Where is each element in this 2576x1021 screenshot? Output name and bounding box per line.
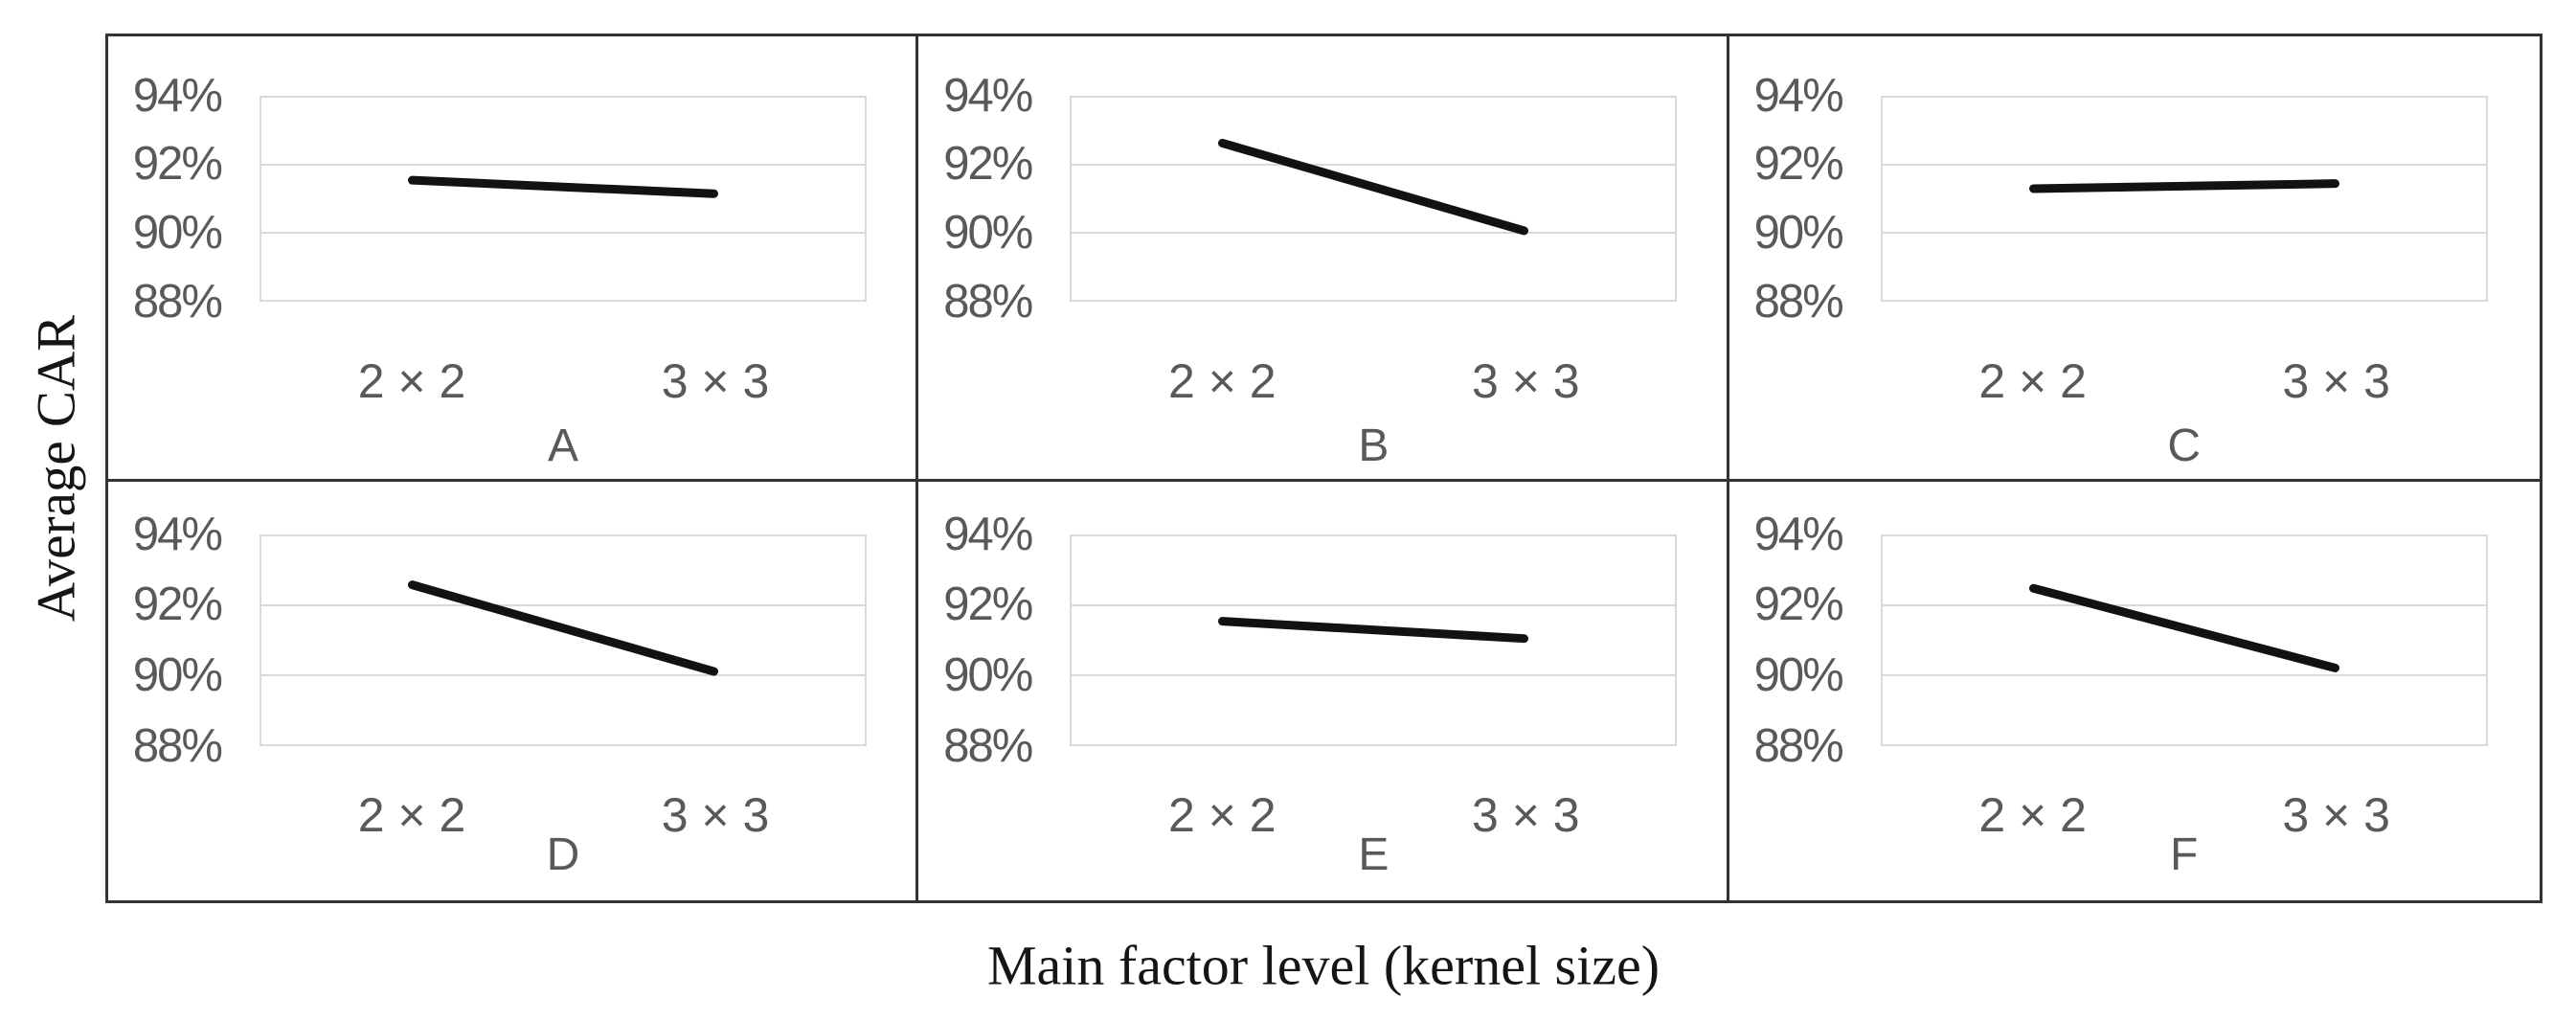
y-tick-92: 92% <box>132 579 223 630</box>
plot-area <box>260 534 867 746</box>
y-tick-90: 90% <box>943 207 1033 259</box>
gridline-92 <box>261 604 865 607</box>
y-tick-90: 90% <box>132 207 223 259</box>
gridline-90 <box>1072 231 1676 234</box>
gridline-90 <box>261 231 865 234</box>
x-tick-2x2: 2 × 2 <box>1978 788 2087 842</box>
x-tick-2x2: 2 × 2 <box>1168 354 1277 408</box>
y-tick-94: 94% <box>1753 509 1844 560</box>
panel-d: 94% 92% 90% 88% 2 × 2 3 × 3 D <box>108 482 919 900</box>
plot-area <box>1880 534 2488 746</box>
plot-area <box>260 96 867 302</box>
gridline-92 <box>1072 604 1676 607</box>
series-line <box>408 580 718 676</box>
y-tick-90: 90% <box>1753 207 1844 259</box>
y-tick-94: 94% <box>943 509 1033 560</box>
panel-letter: A <box>547 420 578 471</box>
gridline-92 <box>1072 164 1676 167</box>
x-tick-2x2: 2 × 2 <box>1978 354 2087 408</box>
y-axis-title: Average CAR <box>26 314 87 623</box>
y-tick-94: 94% <box>132 509 223 560</box>
panel-letter: D <box>546 829 580 880</box>
panel-letter: E <box>1358 829 1390 880</box>
plot-area <box>1070 96 1678 302</box>
y-tick-92: 92% <box>1753 138 1844 190</box>
panel-a: 94% 92% 90% 88% 2 × 2 3 × 3 A <box>108 36 919 482</box>
y-tick-92: 92% <box>943 138 1033 190</box>
x-tick-3x3: 3 × 3 <box>2282 354 2390 408</box>
gridline-92 <box>1882 604 2486 607</box>
plot-area <box>1070 534 1678 746</box>
x-tick-3x3: 3 × 3 <box>661 788 770 842</box>
panel-letter: B <box>1358 420 1390 471</box>
gridline-90 <box>1882 231 2486 234</box>
series-line <box>2028 179 2339 193</box>
x-tick-2x2: 2 × 2 <box>1168 788 1277 842</box>
series-line <box>408 175 718 198</box>
x-tick-2x2: 2 × 2 <box>357 354 466 408</box>
y-tick-94: 94% <box>1753 70 1844 122</box>
panel-f: 94% 92% 90% 88% 2 × 2 3 × 3 F <box>1729 482 2540 900</box>
y-tick-94: 94% <box>943 70 1033 122</box>
series-line <box>1218 138 1529 236</box>
x-tick-2x2: 2 × 2 <box>357 788 466 842</box>
y-tick-92: 92% <box>132 138 223 190</box>
x-tick-3x3: 3 × 3 <box>1472 788 1580 842</box>
x-tick-3x3: 3 × 3 <box>661 354 770 408</box>
y-tick-92: 92% <box>1753 579 1844 630</box>
y-tick-88: 88% <box>943 720 1033 772</box>
gridline-90 <box>1882 673 2486 676</box>
panel-letter: C <box>2167 420 2201 471</box>
x-tick-3x3: 3 × 3 <box>1472 354 1580 408</box>
gridline-90 <box>261 673 865 676</box>
y-tick-88: 88% <box>132 276 223 328</box>
gridline-90 <box>1072 673 1676 676</box>
y-tick-94: 94% <box>132 70 223 122</box>
y-tick-88: 88% <box>1753 720 1844 772</box>
panel-c: 94% 92% 90% 88% 2 × 2 3 × 3 C <box>1729 36 2540 482</box>
y-tick-90: 90% <box>132 649 223 701</box>
panel-e: 94% 92% 90% 88% 2 × 2 3 × 3 E <box>918 482 1729 900</box>
series-line <box>1218 617 1529 644</box>
plot-area <box>1880 96 2488 302</box>
series-line <box>2028 583 2339 672</box>
panel-grid: 94% 92% 90% 88% 2 × 2 3 × 3 A 94% 92% 90… <box>105 34 2542 903</box>
x-axis-title: Main factor level (kernel size) <box>986 934 1661 997</box>
y-tick-90: 90% <box>943 649 1033 701</box>
gridline-92 <box>1882 164 2486 167</box>
x-tick-3x3: 3 × 3 <box>2282 788 2390 842</box>
y-tick-88: 88% <box>943 276 1033 328</box>
y-tick-90: 90% <box>1753 649 1844 701</box>
panel-b: 94% 92% 90% 88% 2 × 2 3 × 3 B <box>918 36 1729 482</box>
y-tick-88: 88% <box>1753 276 1844 328</box>
y-tick-88: 88% <box>132 720 223 772</box>
panel-letter: F <box>2169 829 2199 880</box>
gridline-92 <box>261 164 865 167</box>
y-tick-92: 92% <box>943 579 1033 630</box>
